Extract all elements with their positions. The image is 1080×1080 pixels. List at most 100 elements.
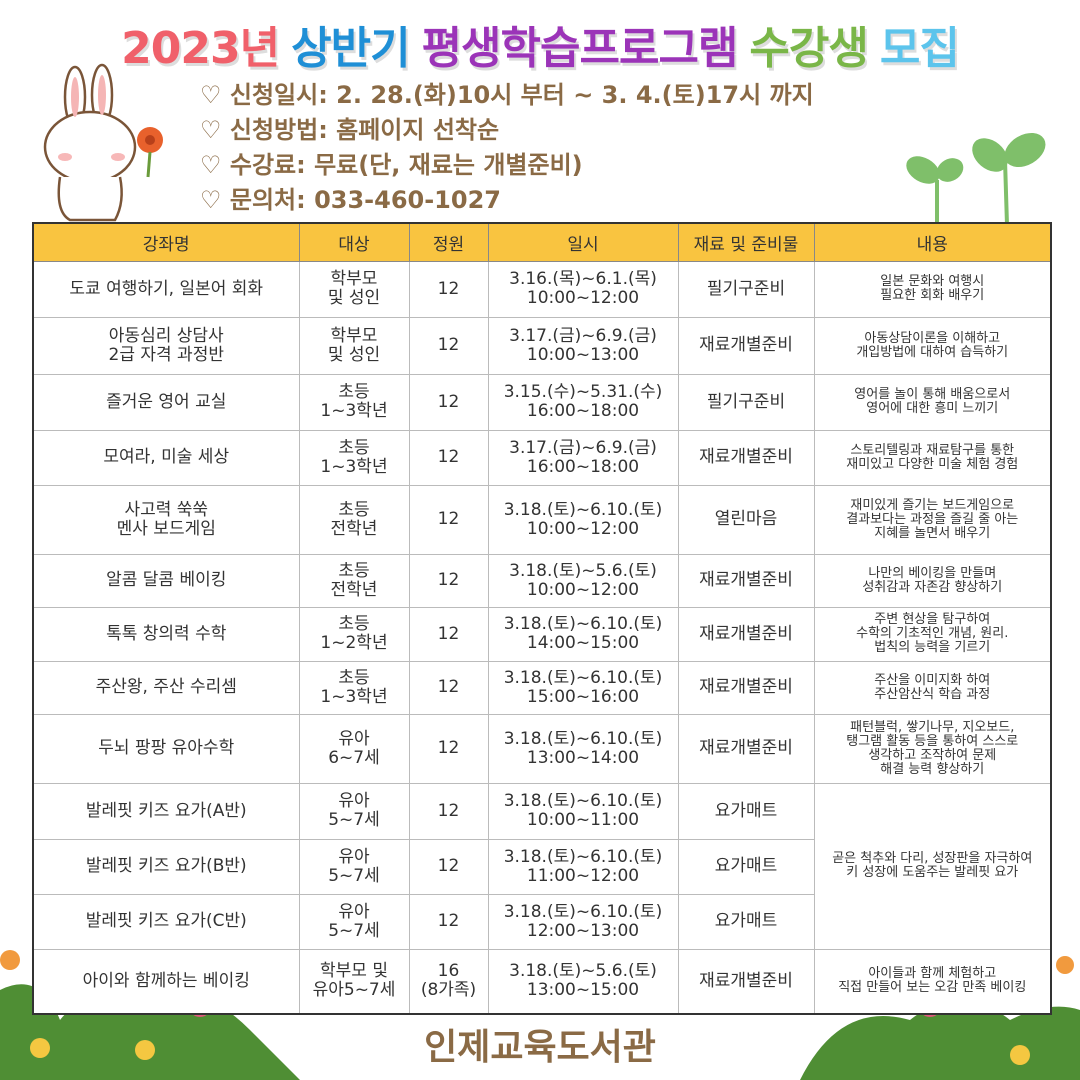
capacity-cell: 12 xyxy=(408,606,489,662)
target-cell: 학부모 및 성인 xyxy=(298,260,410,318)
materials-cell: 재료개별준비 xyxy=(677,660,815,715)
description-cell: 나만의 베이킹을 만들며 성취감과 자존감 향상하기 xyxy=(813,553,1052,608)
course-name-cell: 알콤 달콤 베이킹 xyxy=(32,553,300,608)
capacity-cell: 12 xyxy=(408,429,489,486)
description-cell: 일본 문화와 여행시 필요한 회화 배우기 xyxy=(813,260,1052,318)
description-cell: 영어를 놀이 통해 배움으로서 영어에 대한 흥미 느끼기 xyxy=(813,373,1052,431)
title-half: 상반기 xyxy=(291,23,410,74)
table-row: 도쿄 여행하기, 일본어 회화 학부모 및 성인 12 3.16.(목)~6.1.(목… xyxy=(32,260,1052,318)
materials-cell: 재료개별준비 xyxy=(677,316,815,375)
table-row: 발레핏 키즈 요가(A반) 유아 5~7세 12 3.18.(토)~6.10.(토) … xyxy=(32,782,1052,950)
course-name-cell: 발레핏 키즈 요가(B반) xyxy=(32,838,300,895)
description-cell: 스토리텔링과 재료탐구를 통한 재미있고 다양한 미술 체험 경험 xyxy=(813,429,1052,486)
table-row: 발레핏 키즈 요가(C반) 유아 5~7세 12 3.18.(토)~6.10.(토) … xyxy=(32,893,1051,950)
table-row: 알콤 달콤 베이킹 초등 전학년 12 3.18.(토)~5.6.(토) 10:00~… xyxy=(32,553,1052,608)
target-cell: 유아 6~7세 xyxy=(298,713,410,784)
capacity-cell: 12 xyxy=(408,660,489,715)
rabbit-illustration xyxy=(43,63,163,222)
program-table: 강좌명 대상 정원 일시 재료 및 준비물 내용 도쿄 여행하기, 일본어 회화 학부모 및… xyxy=(32,222,1052,1015)
schedule-cell: 3.16.(목)~6.1.(목) 10:00~12:00 xyxy=(487,260,679,318)
info-apply-date: ♡ 신청일시: 2. 28.(화)10시 부터 ~ 3. 4.(토)17시 까지 xyxy=(200,81,814,109)
course-name-cell: 발레핏 키즈 요가(C반) xyxy=(32,893,300,950)
description-cell: 아동상담이론을 이해하고 개입방법에 대하여 습득하기 xyxy=(813,316,1052,375)
schedule-cell: 3.18.(토)~5.6.(토) 10:00~12:00 xyxy=(487,553,679,608)
materials-cell: 요가매트 xyxy=(677,838,815,895)
column-header: 정원 xyxy=(408,222,489,262)
capacity-cell: 12 xyxy=(408,893,489,950)
description-cell: 주산을 이미지화 하여 주산암산식 학습 과정 xyxy=(813,660,1052,715)
schedule-cell: 3.15.(수)~5.31.(수) 16:00~18:00 xyxy=(487,373,679,431)
table-row: 즐거운 영어 교실 초등 1~3학년 12 3.15.(수)~5.31.(수) 16:… xyxy=(32,373,1052,431)
materials-cell: 필기구준비 xyxy=(677,260,815,318)
target-cell: 유아 5~7세 xyxy=(298,782,410,840)
table-header-row: 강좌명 대상 정원 일시 재료 및 준비물 내용 xyxy=(32,222,1052,262)
capacity-cell: 12 xyxy=(408,484,489,555)
target-cell: 초등 전학년 xyxy=(298,553,410,608)
description-cell: 재미있게 즐기는 보드게임으로 결과보다는 과정을 즐길 줄 아는 지혜를 놀면… xyxy=(813,484,1052,555)
sprout-illustration xyxy=(906,132,1046,225)
materials-cell: 요가매트 xyxy=(677,893,815,950)
capacity-cell: 12 xyxy=(408,553,489,608)
target-cell: 학부모 및 유아5~7세 xyxy=(298,948,410,1015)
table-row: 사고력 쑥쑥 멘사 보드게임 초등 전학년 12 3.18.(토)~6.10.(토) … xyxy=(32,484,1052,555)
schedule-cell: 3.18.(토)~6.10.(토) 12:00~13:00 xyxy=(487,893,679,950)
course-name-cell: 아동심리 상담사 2급 자격 과정반 xyxy=(32,316,300,375)
info-fee: ♡ 수강료: 무료(단, 재료는 개별준비) xyxy=(200,151,583,179)
poster-title: 2023년 상반기 평생학습프로그램 수강생 모집 xyxy=(0,12,1080,76)
title-students: 수강생 xyxy=(749,23,868,74)
title-year: 2023년 xyxy=(121,23,280,74)
schedule-cell: 3.18.(토)~6.10.(토) 10:00~12:00 xyxy=(487,484,679,555)
table-row: 발레핏 키즈 요가(B반) 유아 5~7세 12 3.18.(토)~6.10.(토) … xyxy=(32,838,1051,895)
materials-cell: 재료개별준비 xyxy=(677,713,815,784)
table-row: 아동심리 상담사 2급 자격 과정반 학부모 및 성인 12 3.17.(금)~6.9… xyxy=(32,316,1052,375)
capacity-cell: 12 xyxy=(408,838,489,895)
target-cell: 학부모 및 성인 xyxy=(298,316,410,375)
materials-cell: 요가매트 xyxy=(677,782,815,840)
course-name-cell: 즐거운 영어 교실 xyxy=(32,373,300,431)
course-name-cell: 주산왕, 주산 수리셈 xyxy=(32,660,300,715)
materials-cell: 열린마음 xyxy=(677,484,815,555)
schedule-cell: 3.17.(금)~6.9.(금) 10:00~13:00 xyxy=(487,316,679,375)
table-row: 두뇌 팡팡 유아수학 유아 6~7세 12 3.18.(토)~6.10.(토) 13:… xyxy=(32,713,1052,784)
description-cell: 아이들과 함께 체험하고 직접 만들어 보는 오감 만족 베이킹 xyxy=(813,948,1052,1015)
info-contact: ♡ 문의처: 033-460-1027 xyxy=(200,186,501,214)
table-row: 아이와 함께하는 베이킹 학부모 및 유아5~7세 16 (8가족) 3.18.(토)… xyxy=(32,948,1052,1015)
materials-cell: 재료개별준비 xyxy=(677,948,815,1015)
library-name: 인제교육도서관 xyxy=(424,1027,656,1068)
column-header: 일시 xyxy=(487,222,679,262)
table-row: 모여라, 미술 세상 초등 1~3학년 12 3.17.(금)~6.9.(금) 16:… xyxy=(32,429,1052,486)
course-name-cell: 아이와 함께하는 베이킹 xyxy=(32,948,300,1015)
schedule-cell: 3.18.(토)~6.10.(토) 11:00~12:00 xyxy=(487,838,679,895)
column-header: 내용 xyxy=(813,222,1052,262)
target-cell: 초등 전학년 xyxy=(298,484,410,555)
table-row: 톡톡 창의력 수학 초등 1~2학년 12 3.18.(토)~6.10.(토) 14:… xyxy=(32,606,1052,662)
schedule-cell: 3.18.(토)~5.6.(토) 13:00~15:00 xyxy=(487,948,679,1015)
description-cell: 곧은 척추와 다리, 성장판을 자극하여 키 성장에 도움주는 발레핏 요가 xyxy=(813,782,1052,950)
materials-cell: 재료개별준비 xyxy=(677,606,815,662)
schedule-cell: 3.17.(금)~6.9.(금) 16:00~18:00 xyxy=(487,429,679,486)
target-cell: 초등 1~2학년 xyxy=(298,606,410,662)
table-row: 주산왕, 주산 수리셈 초등 1~3학년 12 3.18.(토)~6.10.(토) 1… xyxy=(32,660,1052,715)
title-recruit: 모집 xyxy=(879,23,960,74)
capacity-cell: 12 xyxy=(408,782,489,840)
target-cell: 초등 1~3학년 xyxy=(298,660,410,715)
schedule-cell: 3.18.(토)~6.10.(토) 10:00~11:00 xyxy=(487,782,679,840)
schedule-cell: 3.18.(토)~6.10.(토) 13:00~14:00 xyxy=(487,713,679,784)
target-cell: 유아 5~7세 xyxy=(298,893,410,950)
course-name-cell: 톡톡 창의력 수학 xyxy=(32,606,300,662)
description-cell: 주변 현상을 탐구하여 수학의 기초적인 개념, 원리. 법칙의 능력을 기르기 xyxy=(813,606,1052,662)
title-program: 평생학습프로그램 xyxy=(421,23,739,74)
capacity-cell: 12 xyxy=(408,373,489,431)
target-cell: 유아 5~7세 xyxy=(298,838,410,895)
materials-cell: 필기구준비 xyxy=(677,373,815,431)
course-name-cell: 도쿄 여행하기, 일본어 회화 xyxy=(32,260,300,318)
info-list: ♡ 신청일시: 2. 28.(화)10시 부터 ~ 3. 4.(토)17시 까지… xyxy=(200,78,814,218)
course-name-cell: 모여라, 미술 세상 xyxy=(32,429,300,486)
capacity-cell: 12 xyxy=(408,316,489,375)
course-name-cell: 사고력 쑥쑥 멘사 보드게임 xyxy=(32,484,300,555)
target-cell: 초등 1~3학년 xyxy=(298,429,410,486)
description-cell: 패턴블럭, 쌓기나무, 지오보드, 탱그램 활동 등을 통하여 스스로 생각하고… xyxy=(813,713,1052,784)
materials-cell: 재료개별준비 xyxy=(677,553,815,608)
capacity-cell: 16 (8가족) xyxy=(408,948,489,1015)
course-name-cell: 두뇌 팡팡 유아수학 xyxy=(32,713,300,784)
